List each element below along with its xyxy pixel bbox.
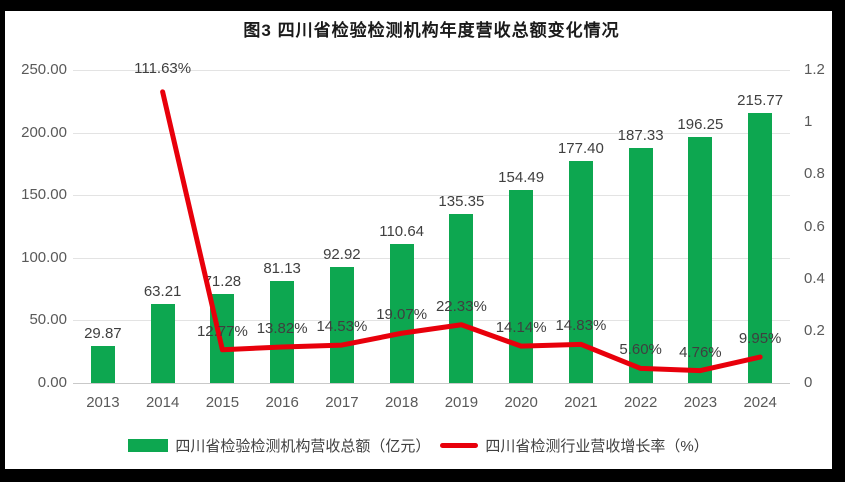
revenue-bar	[270, 281, 295, 383]
growth-rate-label: 13.82%	[256, 319, 308, 337]
growth-rate-label: 4.76%	[679, 343, 722, 361]
left-axis-tick: 50.00	[29, 311, 67, 329]
right-axis-tick: 0	[804, 374, 813, 391]
chart-title: 图3 四川省检验检测机构年度营收总额变化情况	[243, 21, 620, 40]
left-axis-tick: 200.00	[21, 123, 67, 141]
x-axis-label: 2017	[325, 394, 359, 411]
bar-value-label: 63.21	[143, 282, 182, 300]
growth-rate-label: 14.14%	[495, 319, 547, 337]
bar-value-label: 29.87	[84, 324, 122, 342]
legend-item: 四川省检测行业营收增长率（%）	[440, 435, 709, 456]
bar-value-label: 154.49	[498, 168, 545, 186]
bar-value-label: 215.77	[737, 91, 784, 109]
growth-rate-label: 12.77%	[196, 322, 248, 340]
bar-value-label: 92.92	[323, 245, 361, 263]
legend-label: 四川省检验检测机构营收总额（亿元）	[175, 438, 431, 455]
x-axis-label: 2015	[205, 394, 240, 411]
growth-rate-label: 19.07%	[376, 306, 428, 324]
revenue-bar	[688, 137, 713, 383]
x-axis-label: 2013	[86, 394, 120, 411]
growth-rate-label: 111.63%	[134, 59, 192, 77]
growth-rate-label: 9.95%	[738, 330, 782, 348]
right-axis-tick: 1	[804, 113, 813, 131]
x-axis-label: 2023	[683, 394, 718, 411]
growth-rate-label: 14.83%	[555, 317, 607, 335]
growth-rate-label: 22.33%	[435, 297, 487, 315]
x-axis-line	[73, 383, 790, 384]
x-axis-label: 2018	[384, 394, 419, 411]
left-axis-tick: 100.00	[21, 248, 67, 266]
x-axis-label: 2022	[623, 394, 658, 411]
chart-canvas: 图3 四川省检验检测机构年度营收总额变化情况 四川省检验检测机构营收总额（亿元）…	[5, 11, 832, 469]
x-axis-label: 2019	[444, 394, 479, 411]
revenue-bar	[329, 266, 354, 383]
bar-value-label: 135.35	[438, 192, 485, 210]
bar-value-label: 110.64	[379, 223, 424, 241]
x-axis-label: 2020	[504, 394, 538, 411]
revenue-bar	[509, 189, 534, 383]
revenue-bar	[150, 303, 175, 383]
right-axis-tick: 0.6	[804, 217, 825, 235]
x-axis-label: 2016	[265, 394, 299, 411]
x-axis-label: 2014	[145, 394, 180, 411]
right-axis-tick: 0.4	[804, 269, 825, 287]
gridline	[73, 132, 790, 134]
growth-rate-label: 14.53%	[316, 318, 368, 336]
bar-value-label: 71.28	[203, 272, 242, 290]
revenue-bar	[449, 213, 474, 383]
growth-rate-line	[160, 89, 763, 374]
left-axis-tick: 150.00	[21, 186, 67, 204]
legend-label: 四川省检测行业营收增长率（%）	[485, 438, 709, 455]
x-axis-label: 2021	[564, 394, 598, 411]
left-axis-tick: 0.00	[37, 374, 67, 391]
bar-value-label: 81.13	[263, 260, 301, 278]
left-axis-tick: 250.00	[21, 61, 67, 78]
bar-value-label: 177.40	[557, 139, 604, 157]
right-axis-tick: 1.2	[804, 61, 825, 78]
right-axis-tick: 0.2	[804, 321, 825, 339]
legend-item: 四川省检验检测机构营收总额（亿元）	[128, 435, 430, 456]
gridline	[73, 195, 790, 197]
bar-value-label: 196.25	[677, 116, 724, 134]
revenue-bar	[628, 148, 653, 383]
gridline	[73, 320, 790, 322]
legend-line-swatch	[440, 443, 479, 448]
revenue-bar	[748, 112, 773, 383]
revenue-bar	[90, 345, 115, 383]
gridline	[73, 70, 790, 71]
revenue-bar	[389, 244, 414, 383]
legend-bar-swatch	[128, 439, 169, 452]
chart-legend: 四川省检验检测机构营收总额（亿元） 四川省检测行业营收增长率（%）	[5, 435, 832, 456]
right-axis-tick: 0.8	[804, 165, 825, 183]
bar-value-label: 187.33	[617, 127, 664, 145]
x-axis-label: 2024	[743, 394, 777, 411]
gridline	[73, 257, 790, 259]
growth-rate-label: 5.60%	[619, 341, 662, 359]
